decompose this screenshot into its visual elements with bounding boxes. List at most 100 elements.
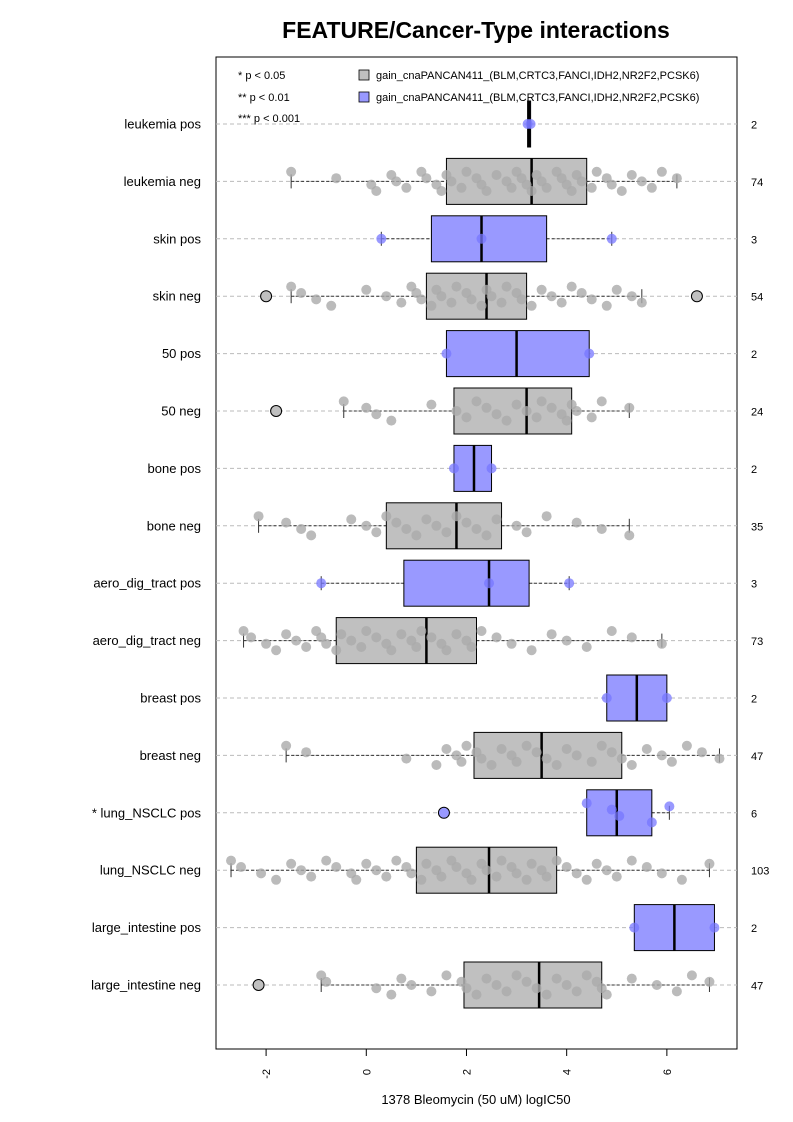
point-bone-neg — [296, 524, 307, 534]
point-large-intestine-neg — [651, 980, 662, 990]
point-bone-neg — [521, 527, 532, 538]
group-count-aero-dig-tract-neg: 73 — [751, 636, 763, 648]
legend-swatch-pos — [358, 91, 370, 103]
point-bone-neg — [253, 511, 264, 522]
point-skin-neg — [381, 291, 392, 302]
point-skin-pos — [476, 233, 487, 244]
group-count-large-intestine-neg: 47 — [751, 981, 763, 993]
point-skin-neg — [496, 297, 507, 308]
point-breast-neg — [606, 747, 617, 758]
outlier-skin-neg — [690, 290, 703, 303]
point-50-neg — [481, 402, 492, 413]
point-lung-nsclc-pos — [646, 817, 657, 828]
point-breast-neg — [641, 744, 652, 754]
point-50-neg — [531, 412, 542, 423]
point-lung-nsclc-neg — [581, 874, 592, 885]
point-skin-pos — [606, 233, 617, 244]
point-large-intestine-pos — [629, 922, 640, 933]
point-lung-nsclc-neg — [371, 865, 382, 876]
point-breast-neg — [596, 740, 607, 751]
point-lung-nsclc-neg — [306, 871, 317, 882]
point-leukemia-neg — [401, 182, 412, 193]
point-lung-nsclc-neg — [436, 871, 447, 882]
point-breast-neg — [714, 753, 725, 764]
group-label-large-intestine-neg: large_intestine neg — [91, 978, 201, 993]
point-leukemia-neg — [541, 182, 552, 193]
point-50-neg — [461, 412, 472, 423]
point-leukemia-neg — [606, 179, 617, 190]
point-skin-neg — [501, 281, 512, 292]
outlier-large-intestine-neg — [252, 979, 265, 991]
point-large-intestine-neg — [481, 973, 492, 984]
point-breast-neg — [441, 744, 452, 754]
point-50-neg — [426, 399, 437, 410]
point-aero-dig-tract-neg — [451, 629, 462, 640]
point-leukemia-neg — [636, 176, 647, 187]
point-lung-nsclc-neg — [256, 868, 267, 879]
x-tick-label-4: 4 — [562, 1069, 574, 1075]
point-aero-dig-tract-neg — [246, 632, 257, 643]
point-lung-nsclc-neg — [521, 874, 532, 885]
point-skin-neg — [286, 281, 297, 292]
point-skin-neg — [296, 288, 307, 298]
point-lung-nsclc-neg — [641, 862, 652, 872]
point-breast-neg — [681, 740, 692, 751]
point-aero-dig-tract-neg — [291, 635, 302, 646]
group-count-breast-neg: 47 — [751, 751, 763, 763]
point-breast-pos — [601, 693, 612, 703]
point-aero-dig-tract-neg — [561, 635, 572, 646]
group-label-breast-pos: breast pos — [140, 691, 201, 706]
point-aero-dig-tract-pos — [316, 578, 327, 589]
point-bone-neg — [471, 524, 482, 534]
legend-label-neg: gain_cnaPANCAN411_(BLM,CRTC3,FANCI,IDH2,… — [376, 70, 699, 82]
point-lung-nsclc-neg — [511, 868, 522, 879]
group-count-leukemia-neg: 74 — [751, 177, 763, 189]
point-leukemia-neg — [371, 186, 382, 196]
group-label-skin-pos: skin pos — [153, 231, 201, 246]
x-tick-label--2: -2 — [261, 1069, 273, 1079]
point-aero-dig-tract-neg — [301, 642, 312, 652]
point-aero-dig-tract-neg — [396, 629, 407, 640]
point-bone-neg — [371, 527, 382, 538]
point-bone-neg — [391, 517, 402, 528]
point-aero-dig-tract-neg — [261, 638, 272, 649]
point-bone-neg — [624, 530, 635, 541]
point-bone-pos — [448, 463, 459, 474]
point-lung-nsclc-neg — [381, 871, 392, 882]
point-aero-dig-tract-neg — [416, 626, 427, 636]
point-lung-nsclc-neg — [466, 874, 477, 885]
point-50-neg — [451, 406, 462, 416]
significance-legend: * p < 0.05 ** p < 0.01 *** p < 0.001 — [238, 70, 300, 125]
sig-legend-1: * p < 0.05 — [238, 70, 285, 82]
point-aero-dig-tract-neg — [526, 645, 537, 656]
point-breast-neg — [456, 756, 467, 767]
point-aero-dig-tract-neg — [606, 626, 617, 636]
point-breast-neg — [551, 760, 562, 770]
point-skin-neg — [546, 291, 557, 302]
point-leukemia-neg — [626, 170, 637, 180]
point-large-intestine-pos — [709, 922, 720, 933]
point-aero-dig-tract-neg — [386, 645, 397, 656]
point-lung-nsclc-pos — [614, 811, 625, 821]
point-lung-nsclc-neg — [571, 868, 582, 879]
box-aero-dig-tract-neg — [335, 617, 477, 665]
point-lung-nsclc-pos — [606, 804, 617, 815]
point-leukemia-neg — [481, 186, 492, 196]
point-bone-neg — [541, 511, 552, 522]
x-tick-label-2: 2 — [461, 1069, 473, 1075]
point-skin-neg — [611, 284, 622, 295]
point-50-neg — [501, 415, 512, 426]
point-breast-neg — [586, 756, 597, 767]
point-leukemia-neg — [526, 186, 537, 196]
point-lung-nsclc-neg — [601, 865, 612, 876]
point-bone-neg — [596, 524, 607, 534]
point-lung-nsclc-neg — [271, 874, 282, 885]
point-large-intestine-neg — [581, 970, 592, 981]
point-bone-neg — [451, 511, 462, 522]
point-bone-neg — [411, 530, 422, 541]
point-bone-neg — [281, 517, 292, 528]
point-large-intestine-neg — [321, 976, 332, 987]
point-leukemia-neg — [436, 186, 447, 196]
point-large-intestine-neg — [386, 989, 397, 1000]
